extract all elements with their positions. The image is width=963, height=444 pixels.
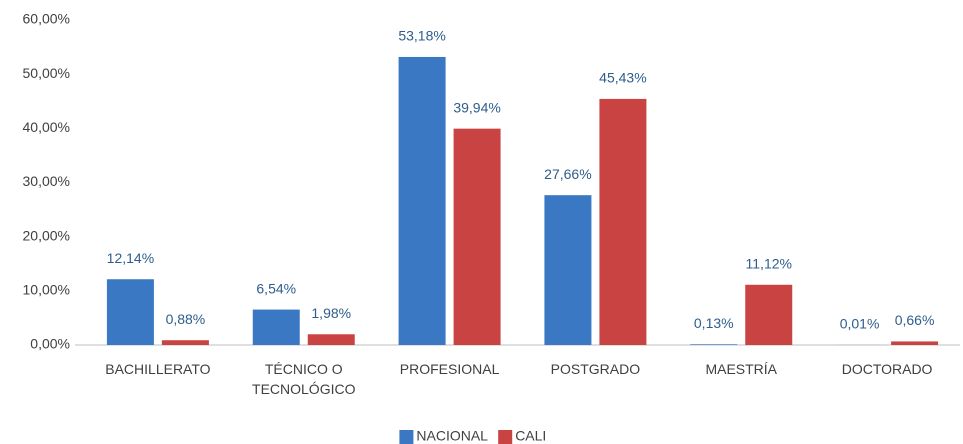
legend-label: NACIONAL: [416, 428, 488, 444]
value-label: 6,54%: [256, 280, 296, 296]
bar: [453, 128, 501, 345]
bar: [745, 284, 793, 345]
legend-swatch: [498, 430, 513, 444]
legend-label: CALI: [515, 428, 546, 444]
y-tick-label: 40,00%: [23, 119, 70, 135]
bar: [161, 340, 209, 345]
bar: [690, 344, 738, 345]
value-label: 0,88%: [166, 311, 206, 327]
bar: [891, 341, 939, 345]
x-tick-label: DOCTORADO: [841, 361, 933, 377]
value-label: 11,12%: [746, 255, 792, 271]
bar: [398, 56, 446, 346]
value-label: 1,98%: [311, 305, 351, 321]
bar: [106, 279, 154, 345]
y-tick-label: 20,00%: [23, 227, 70, 243]
value-label: 39,94%: [453, 99, 500, 115]
y-tick-label: 10,00%: [23, 282, 70, 298]
x-tick-label: POSTGRADO: [550, 361, 641, 377]
x-tick-label: TÉCNICO O TECNOLÓGICO: [252, 361, 356, 397]
value-label: 0,66%: [895, 312, 935, 328]
bar: [599, 98, 647, 345]
y-tick-label: 0,00%: [30, 336, 70, 352]
value-label: 45,43%: [599, 70, 646, 86]
value-label: 27,66%: [544, 166, 591, 182]
value-label: 53,18%: [398, 28, 445, 44]
bar: [252, 309, 300, 345]
legend-swatch: [399, 430, 414, 444]
bar: [307, 334, 355, 345]
x-tick-label: MAESTRÍA: [705, 361, 778, 377]
y-tick-label: 60,00%: [23, 11, 70, 27]
bar: [544, 195, 592, 345]
y-tick-label: 30,00%: [23, 173, 70, 189]
y-tick-label: 50,00%: [23, 65, 70, 81]
x-tick-label: BACHILLERATO: [105, 361, 211, 377]
x-tick-label: PROFESIONAL: [399, 361, 500, 377]
value-label: 0,13%: [694, 315, 734, 331]
value-label: 0,01%: [840, 316, 880, 332]
value-label: 12,14%: [107, 250, 154, 266]
